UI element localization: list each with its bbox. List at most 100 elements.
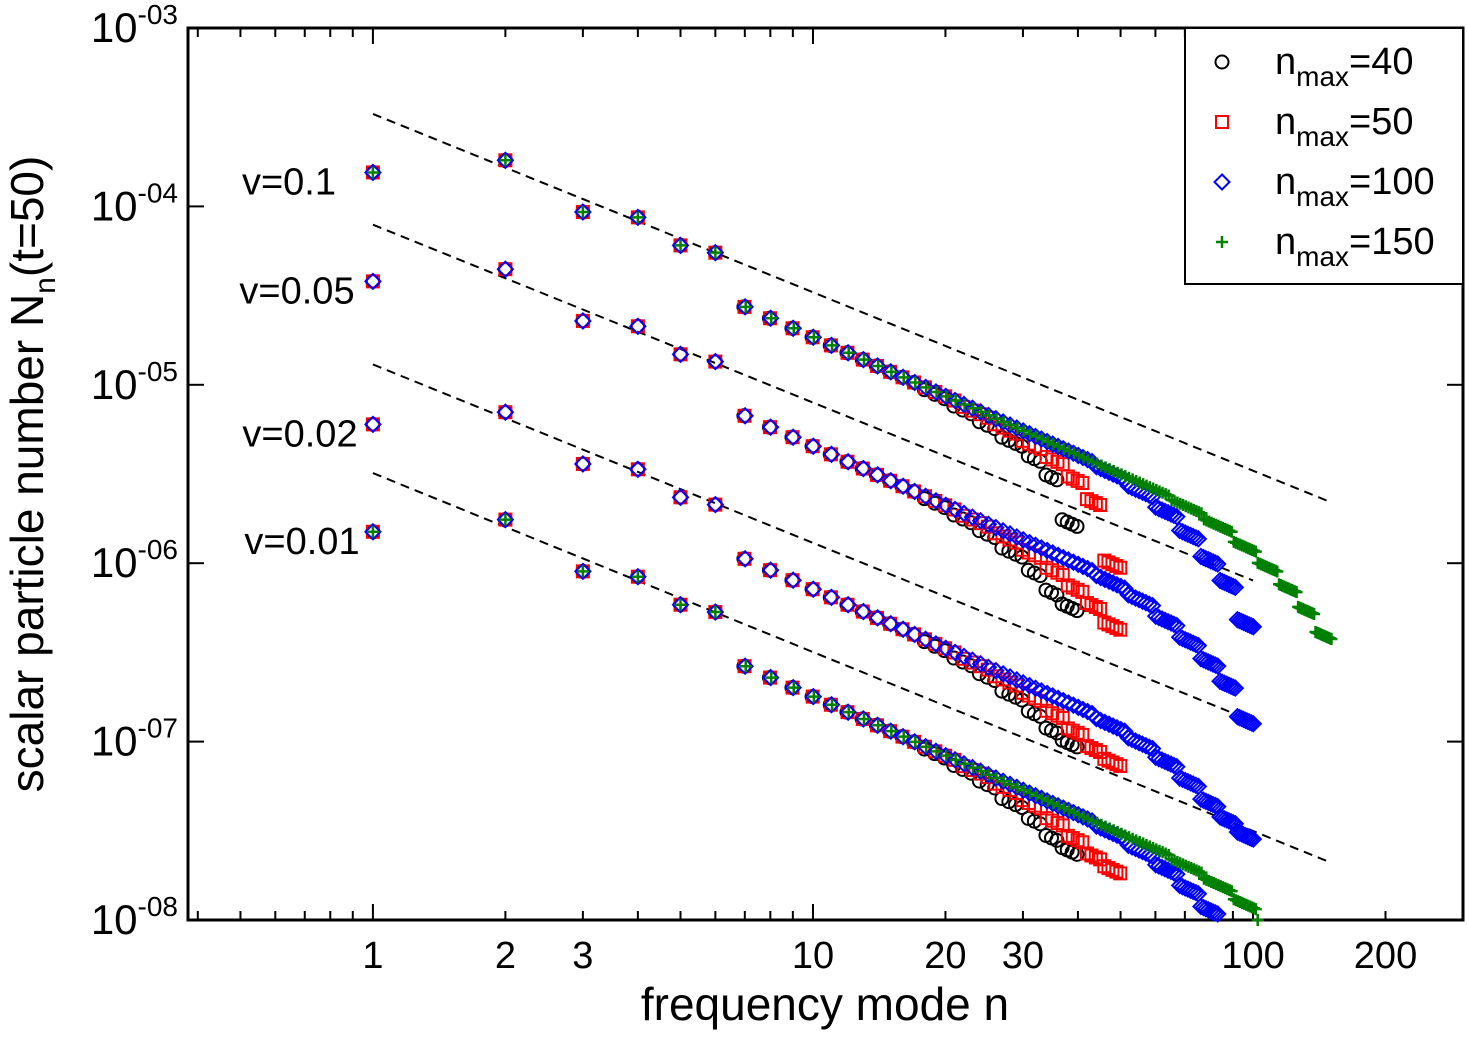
- point-plus: [975, 405, 988, 418]
- point-square: [1113, 758, 1128, 773]
- point-plus: [872, 359, 885, 372]
- point-diamond: [1032, 682, 1051, 700]
- point-square: [1084, 741, 1099, 756]
- point-circle: [1214, 54, 1230, 70]
- point-square: [1060, 469, 1075, 484]
- data-points: [364, 151, 1338, 926]
- point-diamond: [1140, 738, 1159, 757]
- point-circle: [575, 456, 591, 472]
- point-diamond: [1244, 830, 1263, 849]
- point-plus: [1251, 913, 1264, 926]
- point-diamond: [881, 471, 900, 490]
- point-circle: [971, 666, 987, 682]
- point-plus: [1004, 778, 1017, 791]
- axis-ticks: 1 2 3 10 20 30 100 200 10-08 10-07 10-06 10-05 10-04…: [91, 0, 1464, 977]
- point-diamond: [1226, 679, 1245, 698]
- point-diamond: [1184, 527, 1203, 546]
- point-diamond: [706, 495, 725, 514]
- point-square: [575, 313, 590, 328]
- point-square: [1079, 846, 1094, 861]
- point-square: [673, 490, 688, 505]
- point-plus: [958, 757, 971, 770]
- point-plus: [958, 398, 971, 411]
- x-tick-label: 2: [495, 935, 516, 977]
- point-diamond: [1165, 863, 1183, 882]
- point-diamond: [496, 260, 515, 279]
- point-diamond: [854, 350, 873, 369]
- point-square: [498, 405, 513, 420]
- point-diamond: [963, 651, 982, 670]
- point-diamond: [671, 488, 690, 507]
- point-diamond: [839, 343, 858, 362]
- point-diamond: [496, 403, 515, 422]
- point-square: [1070, 582, 1085, 597]
- point-circle: [1049, 472, 1065, 488]
- point-square: [1079, 739, 1094, 754]
- point-diamond: [1170, 628, 1189, 647]
- group-labels: v=0.1 v=0.05 v=0.02 v=0.01: [239, 161, 359, 562]
- point-diamond: [1178, 772, 1197, 791]
- point-diamond: [1059, 694, 1078, 712]
- point-square: [673, 347, 688, 362]
- point-diamond: [1064, 553, 1083, 572]
- point-square: [1113, 560, 1128, 575]
- point-plus: [940, 390, 953, 403]
- legend: nmax=40 nmax=50 nmax=100 nmax=150: [1184, 27, 1464, 285]
- fit-line: [372, 223, 1254, 582]
- y-axis-label-main: scalar particle number N: [1, 294, 53, 793]
- point-square: [1079, 492, 1094, 507]
- point-square: [988, 526, 1003, 541]
- fit-line: [372, 363, 1254, 723]
- point-plus: [576, 206, 589, 219]
- point-plus: [1290, 586, 1303, 599]
- point-circle: [1069, 518, 1085, 534]
- point-plus: [858, 353, 871, 366]
- point-square: [1109, 757, 1124, 772]
- point-diamond: [905, 373, 924, 392]
- x-tick-label: 20: [924, 935, 966, 977]
- point-diamond: [573, 312, 592, 330]
- point-plus: [709, 246, 722, 259]
- point-diamond: [1140, 595, 1159, 614]
- point-square: [1093, 498, 1108, 513]
- point-diamond: [955, 754, 973, 773]
- point-diamond: [628, 567, 647, 586]
- point-diamond: [946, 643, 964, 662]
- point-plus: [709, 606, 722, 619]
- point-diamond: [963, 758, 982, 777]
- point-diamond: [761, 668, 780, 687]
- point-diamond: [1184, 882, 1203, 901]
- point-plus: [997, 775, 1010, 788]
- series-n-max-40: [365, 512, 1085, 862]
- point-diamond: [1159, 503, 1177, 522]
- point-diamond: [1026, 679, 1045, 698]
- point-diamond: [1170, 769, 1189, 787]
- point-circle: [365, 416, 381, 432]
- point-plus: [1195, 507, 1208, 520]
- point-plus: [765, 671, 778, 684]
- point-diamond: [628, 460, 647, 479]
- point-diamond: [1165, 506, 1183, 525]
- point-plus: [949, 394, 962, 407]
- point-plus: [1036, 433, 1049, 446]
- point-diamond: [784, 678, 803, 697]
- point-diamond: [1059, 551, 1078, 569]
- point-diamond: [916, 630, 935, 649]
- legend-label: nmax=40: [1275, 41, 1414, 92]
- point-diamond: [927, 383, 945, 401]
- point-diamond: [761, 309, 780, 328]
- point-plus: [1011, 422, 1024, 435]
- point-diamond: [1226, 578, 1245, 597]
- point-diamond: [1064, 696, 1083, 715]
- point-diamond: [946, 391, 964, 410]
- legend-label: nmax=100: [1275, 161, 1435, 212]
- x-tick-label: 10: [792, 935, 834, 977]
- point-plus: [739, 660, 752, 673]
- point-plus: [1249, 545, 1262, 558]
- point-diamond: [868, 465, 887, 484]
- point-plus: [499, 513, 512, 526]
- point-diamond: [881, 614, 900, 633]
- point-square: [1105, 755, 1120, 770]
- point-diamond: [671, 345, 690, 364]
- point-diamond: [1078, 702, 1097, 721]
